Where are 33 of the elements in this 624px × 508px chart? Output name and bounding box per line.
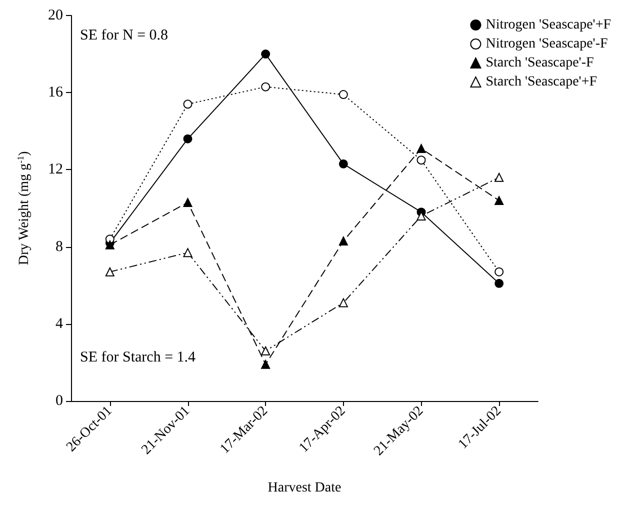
x-axis-title: Harvest Date — [268, 480, 342, 496]
annotation: SE for Starch = 1.4 — [80, 350, 196, 366]
y-tick-label: 8 — [56, 238, 63, 255]
point — [338, 236, 348, 246]
point — [494, 267, 504, 276]
legend-label: Starch 'Seascape'-F — [486, 56, 594, 70]
point — [183, 134, 192, 144]
y-tick-label: 4 — [56, 316, 64, 332]
y-axis-title: Dry Weight (mg g-1) — [16, 150, 32, 266]
point — [261, 50, 270, 59]
point — [261, 346, 270, 356]
point — [183, 248, 192, 258]
point — [105, 267, 114, 276]
y-tick-label: 12 — [48, 162, 63, 178]
y-tick-label: 20 — [48, 8, 63, 24]
point — [261, 82, 270, 92]
point — [416, 156, 426, 165]
point — [494, 196, 504, 206]
point — [183, 198, 192, 207]
legend-label: Starch 'Seascape'+F — [486, 74, 598, 90]
point — [338, 90, 348, 100]
point — [494, 172, 504, 182]
point — [261, 360, 270, 369]
point — [338, 159, 348, 168]
point — [416, 144, 426, 153]
legend-label: Nitrogen 'Seascape'+F — [486, 18, 612, 32]
point — [494, 278, 504, 288]
y-tick-label: 0 — [56, 393, 63, 409]
y-tick-label: 16 — [48, 84, 64, 101]
point — [183, 100, 192, 109]
point — [338, 298, 348, 308]
annotation: SE for N = 0.8 — [80, 28, 168, 44]
legend-label: Nitrogen 'Seascape'-F — [486, 36, 608, 52]
